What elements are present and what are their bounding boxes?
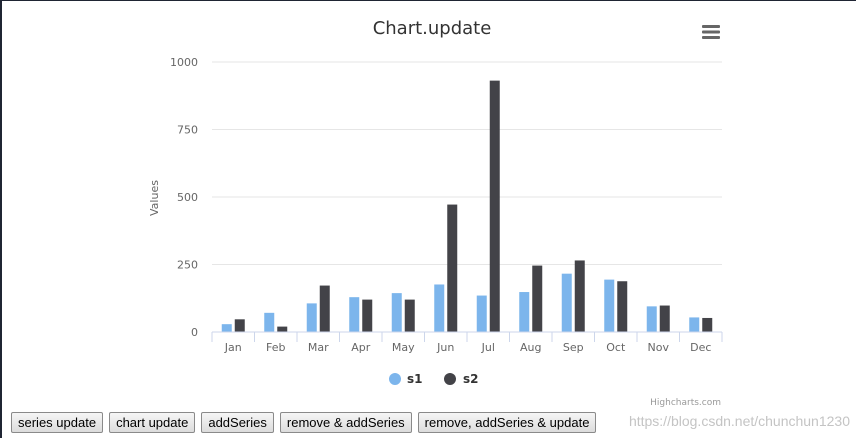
bar-s2-jan[interactable] [234,319,245,332]
x-tick-label-dec: Dec [690,341,711,354]
bar-s1-jan[interactable] [221,324,232,332]
bar-s1-dec[interactable] [689,317,700,332]
legend-label-s1: s1 [407,372,423,386]
bar-s2-jul[interactable] [489,80,500,332]
add-series-button[interactable]: addSeries [201,412,274,433]
legend-label-s2: s2 [463,372,479,386]
x-tick-label-apr: Apr [351,341,371,354]
y-tick-label-1000: 1000 [170,56,198,69]
x-tick-label-nov: Nov [648,341,670,354]
y-grid-lines [212,61,722,265]
remove-and-add-series-button[interactable]: remove & addSeries [279,412,412,433]
x-tick-label-may: May [392,341,415,354]
y-tick-label-250: 250 [177,259,198,272]
x-tick-label-jun: Jun [436,341,454,354]
legend-symbol-s1 [389,373,401,385]
bar-s1-jul[interactable] [476,295,487,332]
bar-s1-feb[interactable] [264,312,275,332]
y-tick-label-500: 500 [177,191,198,204]
credits-link[interactable]: Highcharts.com [650,398,721,408]
x-tick-label-mar: Mar [308,341,329,354]
chart-context-menu-button[interactable] [698,21,724,43]
legend-symbol-s2 [444,373,456,385]
bar-s1-aug[interactable] [519,292,530,332]
bar-s2-jun[interactable] [447,204,458,332]
x-tick-label-jan: Jan [224,341,242,354]
bar-series [221,80,713,332]
bar-s1-sep[interactable] [561,273,572,332]
legend-item-s1[interactable]: s1 [389,372,423,386]
series-s2 [234,80,713,332]
bar-s1-apr[interactable] [349,297,360,332]
x-axis: Jan Feb Mar Apr May Jun Jul Aug Sep Oct Nov Dec [211,331,723,354]
bar-s1-oct[interactable] [604,279,615,332]
bar-s1-nov[interactable] [646,306,657,332]
legend: s1 s2 [389,372,479,386]
bar-s2-oct[interactable] [617,281,628,332]
x-tick-label-jul: Jul [481,341,495,354]
bar-s2-may[interactable] [404,299,415,332]
y-tick-label-0: 0 [191,326,198,339]
series-s1 [221,273,700,332]
x-tick-label-oct: Oct [606,341,626,354]
bar-s2-feb[interactable] [277,326,288,332]
bar-s2-nov[interactable] [659,305,670,332]
series-update-button[interactable]: series update [11,412,104,433]
x-tick-label-sep: Sep [563,341,584,354]
y-axis-title: Values [148,180,161,216]
chart-update-button[interactable]: chart update [109,412,196,433]
bar-s1-mar[interactable] [306,303,317,332]
y-axis-tick-labels: 0 250 500 750 1000 [170,56,198,339]
hamburger-menu-icon [702,25,720,39]
bar-s2-dec[interactable] [702,317,713,332]
action-button-row: series update chart update addSeries rem… [11,412,597,433]
bar-s1-jun[interactable] [434,284,445,332]
watermark: https://blog.csdn.net/chunchun1230 [628,413,850,429]
x-tick-label-feb: Feb [266,341,285,354]
legend-item-s2[interactable]: s2 [444,372,479,386]
bar-s1-may[interactable] [391,293,402,332]
bar-s2-apr[interactable] [362,299,373,332]
x-tick-label-aug: Aug [520,341,541,354]
remove-add-series-and-update-button[interactable]: remove, addSeries & update [417,412,597,433]
y-tick-label-750: 750 [177,124,198,137]
chart-title: Chart.update [373,18,492,39]
bar-s2-aug[interactable] [532,265,543,332]
bar-s2-sep[interactable] [574,260,585,332]
bar-s2-mar[interactable] [319,285,330,332]
